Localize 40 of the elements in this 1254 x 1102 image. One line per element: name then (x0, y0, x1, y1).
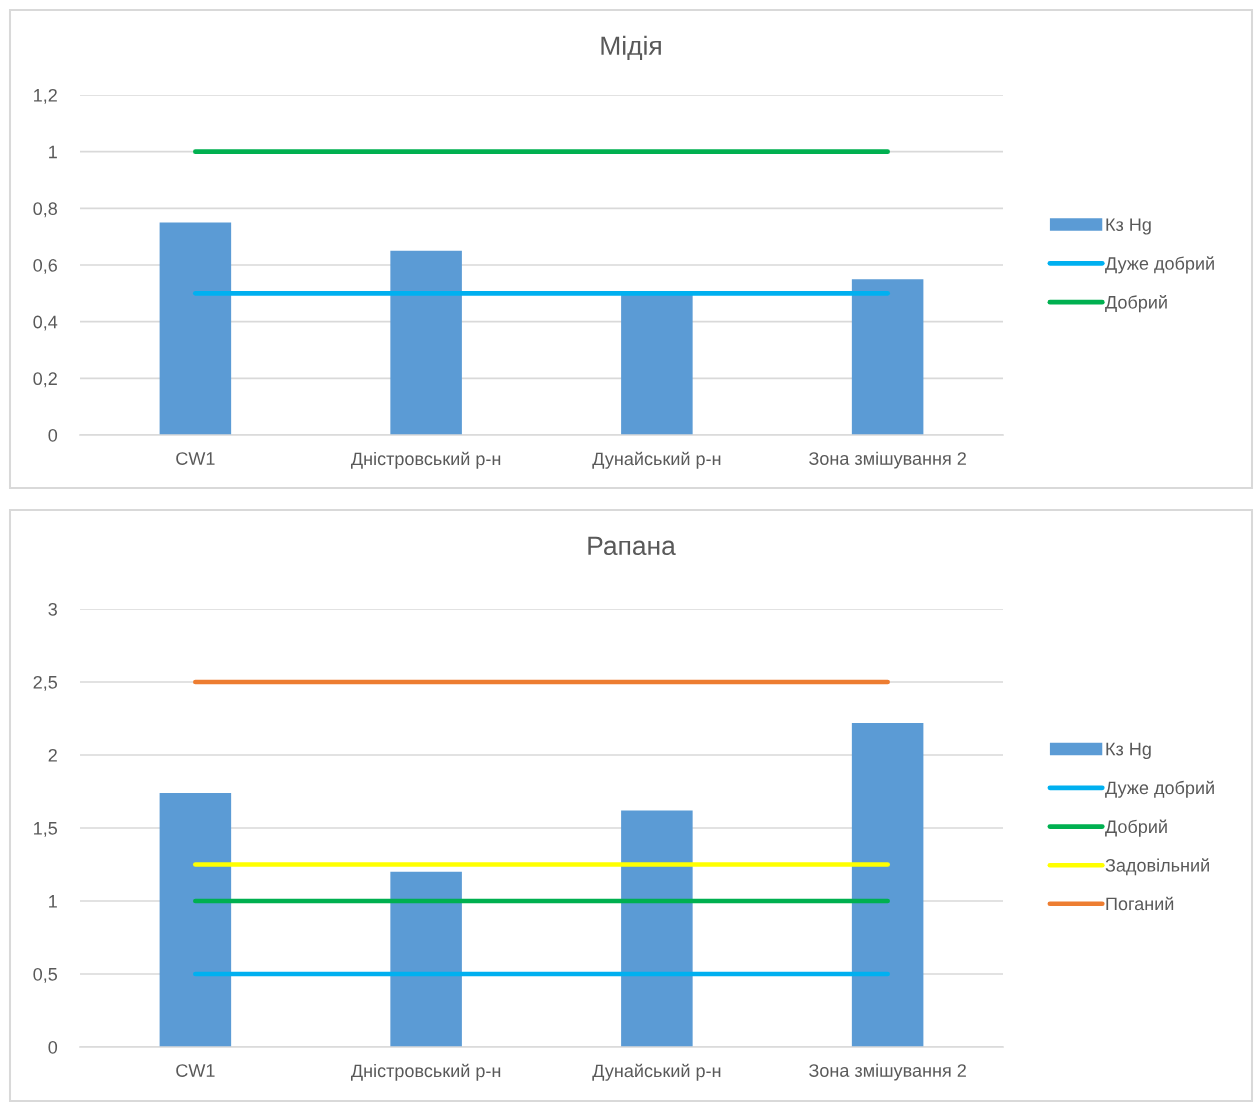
x-tick-label: Дунайський р-н (592, 451, 721, 469)
x-tick-label: Дністровський р-н (351, 451, 501, 469)
bar (159, 792, 232, 1047)
legend-label: Задовільний (1105, 858, 1209, 876)
bar (390, 871, 462, 1047)
y-tick-label: 1,5 (34, 822, 58, 837)
legend-label: Добрий (1105, 295, 1167, 313)
chart-title: Рапана (588, 536, 676, 556)
legend-label: Дуже добрий (1105, 256, 1214, 274)
y-tick-label: 0,8 (33, 202, 57, 218)
legend-label: Дуже добрий (1105, 780, 1214, 798)
y-tick-label: 0 (48, 428, 58, 442)
legend-label: Кз Hg (1106, 742, 1151, 760)
x-tick-label: Зона змішування 2 (809, 451, 966, 469)
y-tick-label: 0 (48, 1040, 58, 1054)
x-tick-label: Дністровський р-н (351, 1063, 501, 1081)
x-tick-label: Дунайський р-н (592, 1063, 721, 1081)
y-tick-label: 2,5 (33, 675, 58, 691)
x-tick-label: CW1 (176, 1064, 215, 1077)
bar (390, 250, 462, 435)
legend-label: Добрий (1105, 819, 1167, 837)
chart-title: Мідія (601, 35, 661, 61)
y-tick-label: 1,2 (34, 88, 57, 104)
y-tick-label: 0,6 (33, 258, 57, 274)
legend-label: Кз Hg (1106, 218, 1151, 235)
x-tick-label: CW1 (176, 452, 215, 465)
bar (851, 279, 924, 435)
bar (621, 810, 693, 1047)
y-tick-label: 0,5 (33, 967, 58, 983)
y-tick-label: 1 (49, 145, 57, 159)
bar (851, 722, 924, 1047)
y-tick-label: 2 (48, 748, 57, 762)
y-tick-label: 3 (48, 602, 57, 616)
legend-label: Поганий (1106, 896, 1174, 911)
y-tick-label: 0,2 (33, 372, 57, 388)
bar (621, 293, 693, 435)
y-tick-label: 1 (49, 895, 57, 908)
x-tick-label: Зона змішування 2 (809, 1063, 966, 1081)
y-tick-label: 0,4 (33, 315, 58, 331)
bar (159, 222, 232, 435)
